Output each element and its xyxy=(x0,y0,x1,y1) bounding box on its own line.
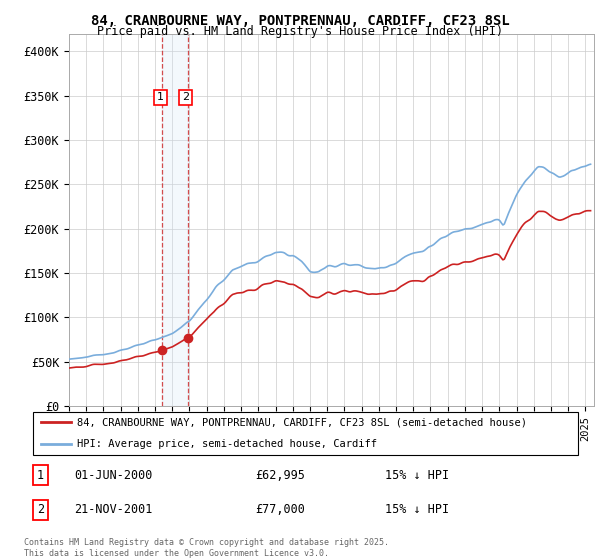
Text: 15% ↓ HPI: 15% ↓ HPI xyxy=(385,503,449,516)
Text: 2: 2 xyxy=(37,503,44,516)
Text: 84, CRANBOURNE WAY, PONTPRENNAU, CARDIFF, CF23 8SL: 84, CRANBOURNE WAY, PONTPRENNAU, CARDIFF… xyxy=(91,14,509,28)
Text: £77,000: £77,000 xyxy=(255,503,305,516)
Text: 1: 1 xyxy=(157,92,164,102)
Text: 01-JUN-2000: 01-JUN-2000 xyxy=(74,469,153,482)
Text: 21-NOV-2001: 21-NOV-2001 xyxy=(74,503,153,516)
Text: £62,995: £62,995 xyxy=(255,469,305,482)
FancyBboxPatch shape xyxy=(33,412,578,455)
Text: 15% ↓ HPI: 15% ↓ HPI xyxy=(385,469,449,482)
Text: 84, CRANBOURNE WAY, PONTPRENNAU, CARDIFF, CF23 8SL (semi-detached house): 84, CRANBOURNE WAY, PONTPRENNAU, CARDIFF… xyxy=(77,417,527,427)
Text: 1: 1 xyxy=(37,469,44,482)
Bar xyxy=(162,34,188,406)
Text: HPI: Average price, semi-detached house, Cardiff: HPI: Average price, semi-detached house,… xyxy=(77,439,377,449)
Text: Contains HM Land Registry data © Crown copyright and database right 2025.
This d: Contains HM Land Registry data © Crown c… xyxy=(24,538,389,558)
Text: Price paid vs. HM Land Registry's House Price Index (HPI): Price paid vs. HM Land Registry's House … xyxy=(97,25,503,38)
Text: 2: 2 xyxy=(182,92,189,102)
